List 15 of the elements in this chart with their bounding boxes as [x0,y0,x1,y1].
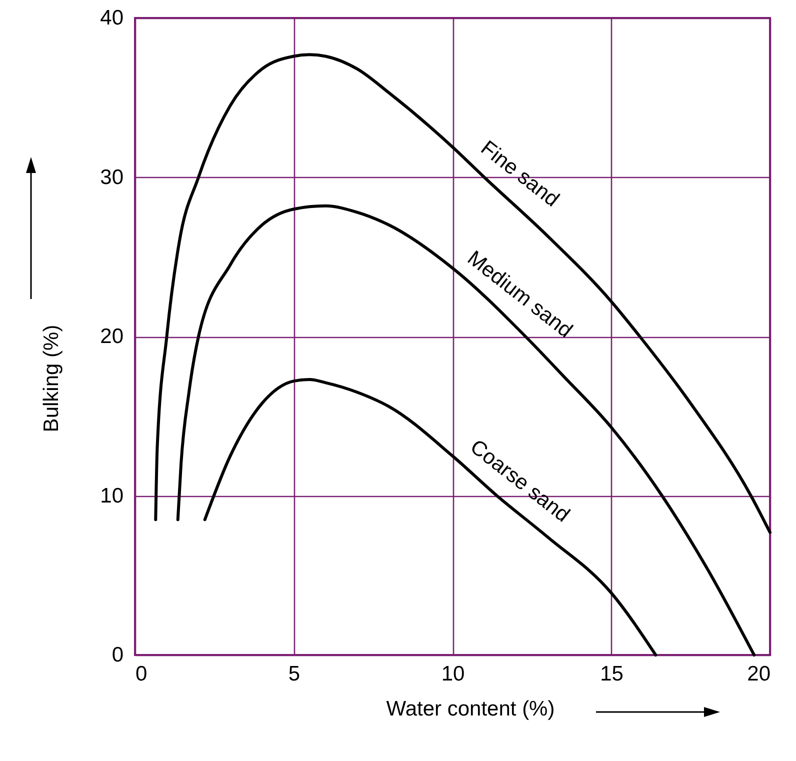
x-tick-label: 20 [747,662,770,686]
x-tick-label: 0 [136,662,148,686]
y-tick-label: 40 [100,6,124,30]
y-tick-label: 10 [100,484,124,508]
text: Fine sand [476,136,564,212]
y-tick-label: 30 [100,166,124,189]
x-tick-label: 5 [288,662,300,686]
x-axis-title: Water content (%) [386,698,555,720]
y-axis-title: Bulking (%) [40,324,64,432]
line-series [154,53,772,534]
y-tick-label: 0 [112,644,124,666]
x-tick-label: 10 [441,662,465,686]
line-series [203,378,658,656]
y-tick-label: 20 [100,325,124,348]
x-tick-label: 15 [600,662,624,686]
